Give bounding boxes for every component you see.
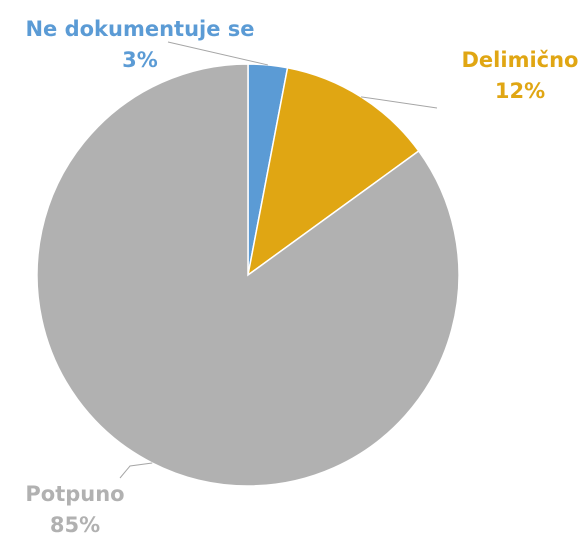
pie-slice — [36, 63, 460, 487]
value-label: 85% — [50, 513, 100, 537]
leader-line — [167, 41, 268, 66]
slice-label: Potpuno — [25, 482, 124, 506]
slice-label: Delimično — [462, 48, 579, 72]
leader-line — [360, 96, 438, 109]
value-label: 12% — [495, 79, 545, 103]
value-label: 3% — [122, 48, 158, 72]
leader-line — [119, 462, 153, 479]
pie-slice — [246, 66, 420, 277]
slice-label: Ne dokumentuje se — [25, 17, 254, 41]
